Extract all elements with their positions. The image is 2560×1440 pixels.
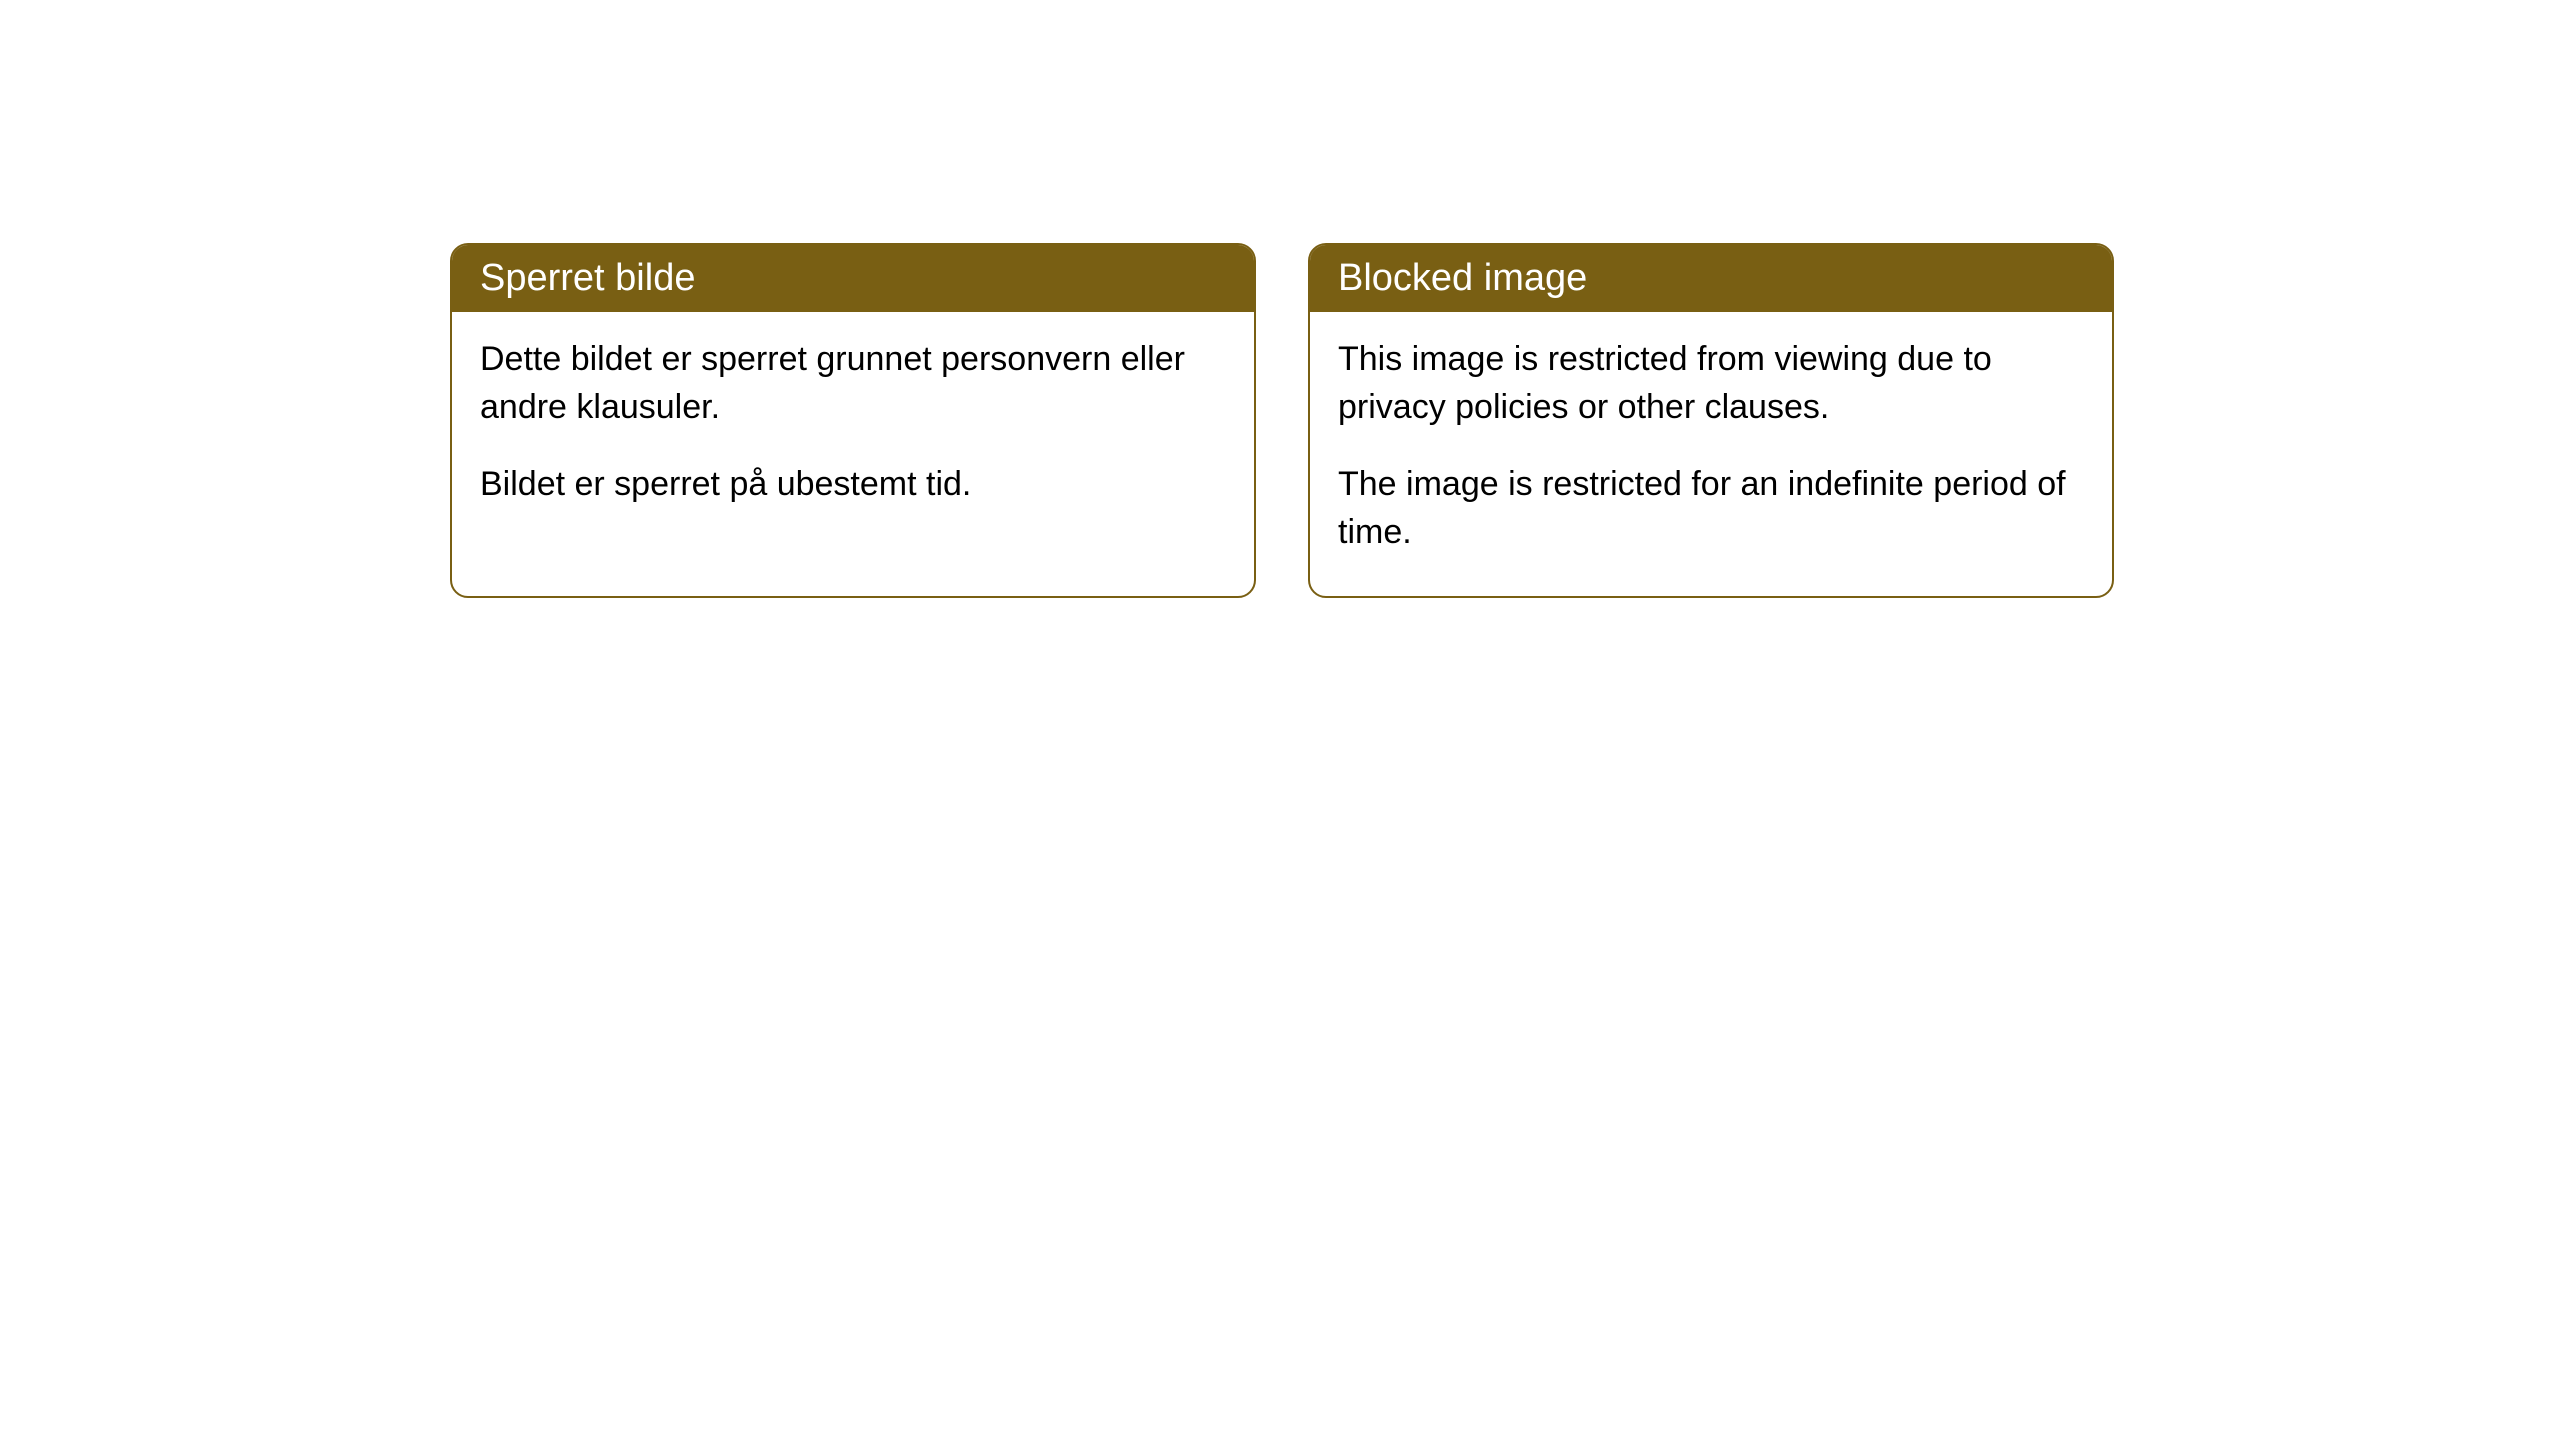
- notice-container: Sperret bilde Dette bildet er sperret gr…: [450, 243, 2114, 598]
- notice-paragraph: Bildet er sperret på ubestemt tid.: [480, 461, 1226, 509]
- notice-card-english: Blocked image This image is restricted f…: [1308, 243, 2114, 598]
- notice-card-norwegian: Sperret bilde Dette bildet er sperret gr…: [450, 243, 1256, 598]
- notice-header-norwegian: Sperret bilde: [452, 245, 1254, 312]
- notice-body-norwegian: Dette bildet er sperret grunnet personve…: [452, 312, 1254, 549]
- notice-body-english: This image is restricted from viewing du…: [1310, 312, 2112, 596]
- notice-paragraph: Dette bildet er sperret grunnet personve…: [480, 336, 1226, 431]
- notice-header-english: Blocked image: [1310, 245, 2112, 312]
- notice-paragraph: The image is restricted for an indefinit…: [1338, 461, 2084, 556]
- notice-paragraph: This image is restricted from viewing du…: [1338, 336, 2084, 431]
